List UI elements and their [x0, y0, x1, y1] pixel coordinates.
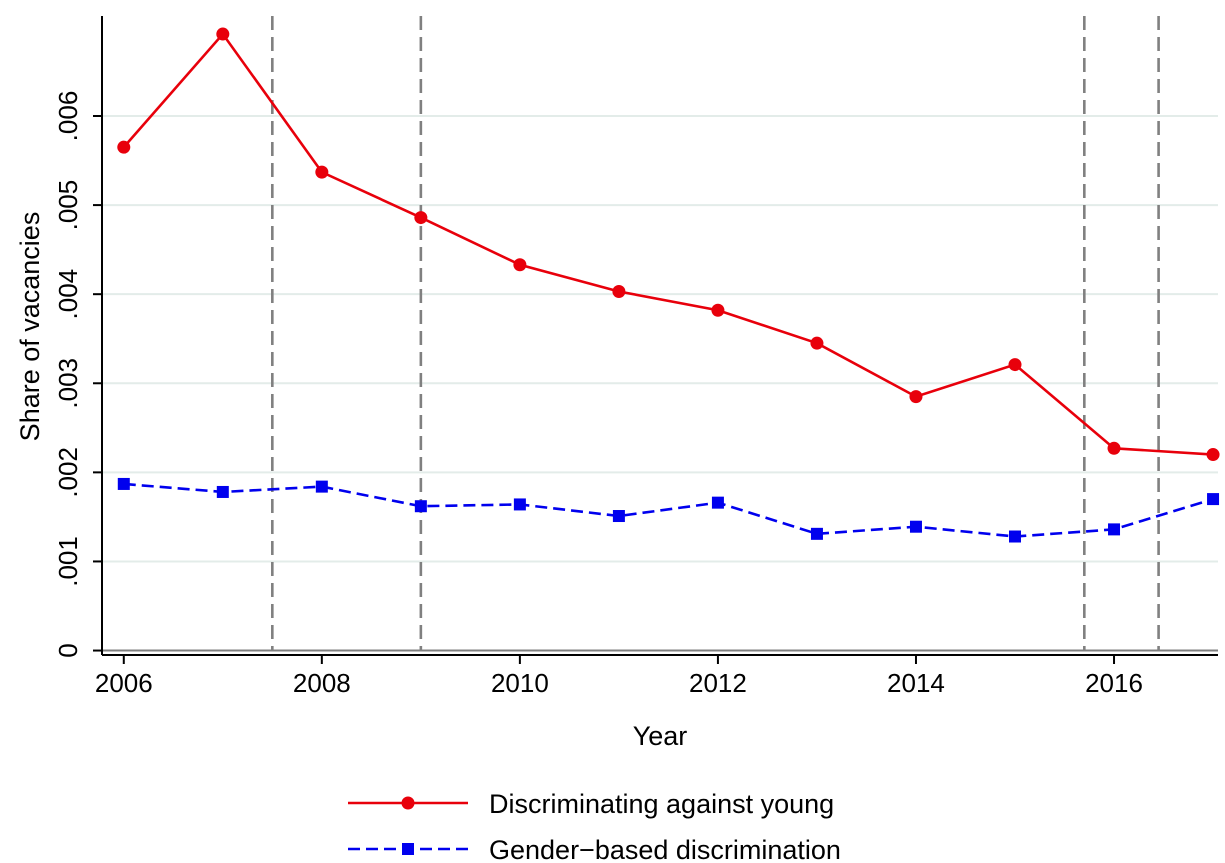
y-tick-label-4: .004 [53, 269, 83, 320]
point-s1-2015 [1009, 530, 1022, 543]
point-s1-2011 [612, 510, 625, 523]
y-tick-label-6: .006 [53, 91, 83, 142]
point-s1-2008 [315, 480, 328, 493]
legend-label-gender: Gender−based discrimination [489, 835, 841, 863]
point-s1-2016 [1108, 523, 1121, 536]
point-s0-2014 [909, 390, 923, 404]
point-s1-2017 [1207, 493, 1220, 506]
legend-marker-young [401, 796, 415, 810]
y-tick-label-2: .002 [53, 447, 83, 498]
reference-lines [271, 16, 1160, 651]
y-tick-label-1: .001 [53, 536, 83, 587]
y-tick-label-3: .003 [53, 358, 83, 409]
point-s1-2012 [711, 496, 724, 509]
y-ticks: 0 .001 .002 .003 .004 .005 .006 [53, 91, 102, 658]
point-s1-2009 [414, 500, 427, 513]
point-s1-2014 [909, 520, 922, 533]
point-s0-2008 [315, 165, 329, 179]
legend-item-young: Discriminating against young [348, 789, 834, 819]
legend-label-young: Discriminating against young [489, 789, 834, 819]
point-s0-2017 [1206, 448, 1220, 462]
x-tick-label-2: 2010 [491, 668, 549, 698]
gridlines [102, 115, 1218, 652]
legend: Discriminating against young Gender−base… [348, 789, 841, 863]
point-s1-2006 [117, 477, 130, 490]
x-tick-label-5: 2016 [1085, 668, 1143, 698]
series-line-0 [122, 31, 1214, 456]
point-s1-2010 [513, 498, 526, 511]
series [117, 27, 1220, 543]
legend-item-gender: Gender−based discrimination [348, 835, 841, 863]
y-tick-label-0: 0 [53, 643, 83, 657]
point-s0-2013 [810, 336, 824, 350]
point-s0-2011 [612, 285, 626, 299]
axes [101, 16, 1218, 656]
x-tick-label-0: 2006 [95, 668, 153, 698]
x-tick-label-3: 2012 [689, 668, 747, 698]
y-tick-label-5: .005 [53, 180, 83, 231]
x-axis-title: Year [633, 721, 688, 751]
legend-marker-gender [402, 843, 414, 855]
point-s1-2013 [810, 527, 823, 540]
point-s0-2016 [1107, 441, 1121, 455]
point-s0-2015 [1008, 358, 1022, 372]
point-s0-2006 [117, 140, 131, 154]
x-tick-label-4: 2014 [887, 668, 945, 698]
point-s0-2007 [216, 27, 230, 41]
point-s0-2009 [414, 211, 428, 225]
x-ticks: 2006 2008 2010 2012 2014 2016 [95, 655, 1143, 698]
point-s0-2012 [711, 303, 725, 317]
y-axis-title: Share of vacancies [15, 212, 45, 442]
x-tick-label-1: 2008 [293, 668, 351, 698]
point-s1-2007 [216, 485, 229, 498]
series-line-1 [123, 482, 1214, 538]
point-s0-2010 [513, 258, 527, 272]
